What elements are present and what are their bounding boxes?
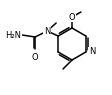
Text: N: N xyxy=(89,48,95,57)
Text: H₂N: H₂N xyxy=(5,30,21,40)
Text: O: O xyxy=(32,53,38,61)
Text: O: O xyxy=(69,13,75,21)
Text: N: N xyxy=(44,27,50,36)
